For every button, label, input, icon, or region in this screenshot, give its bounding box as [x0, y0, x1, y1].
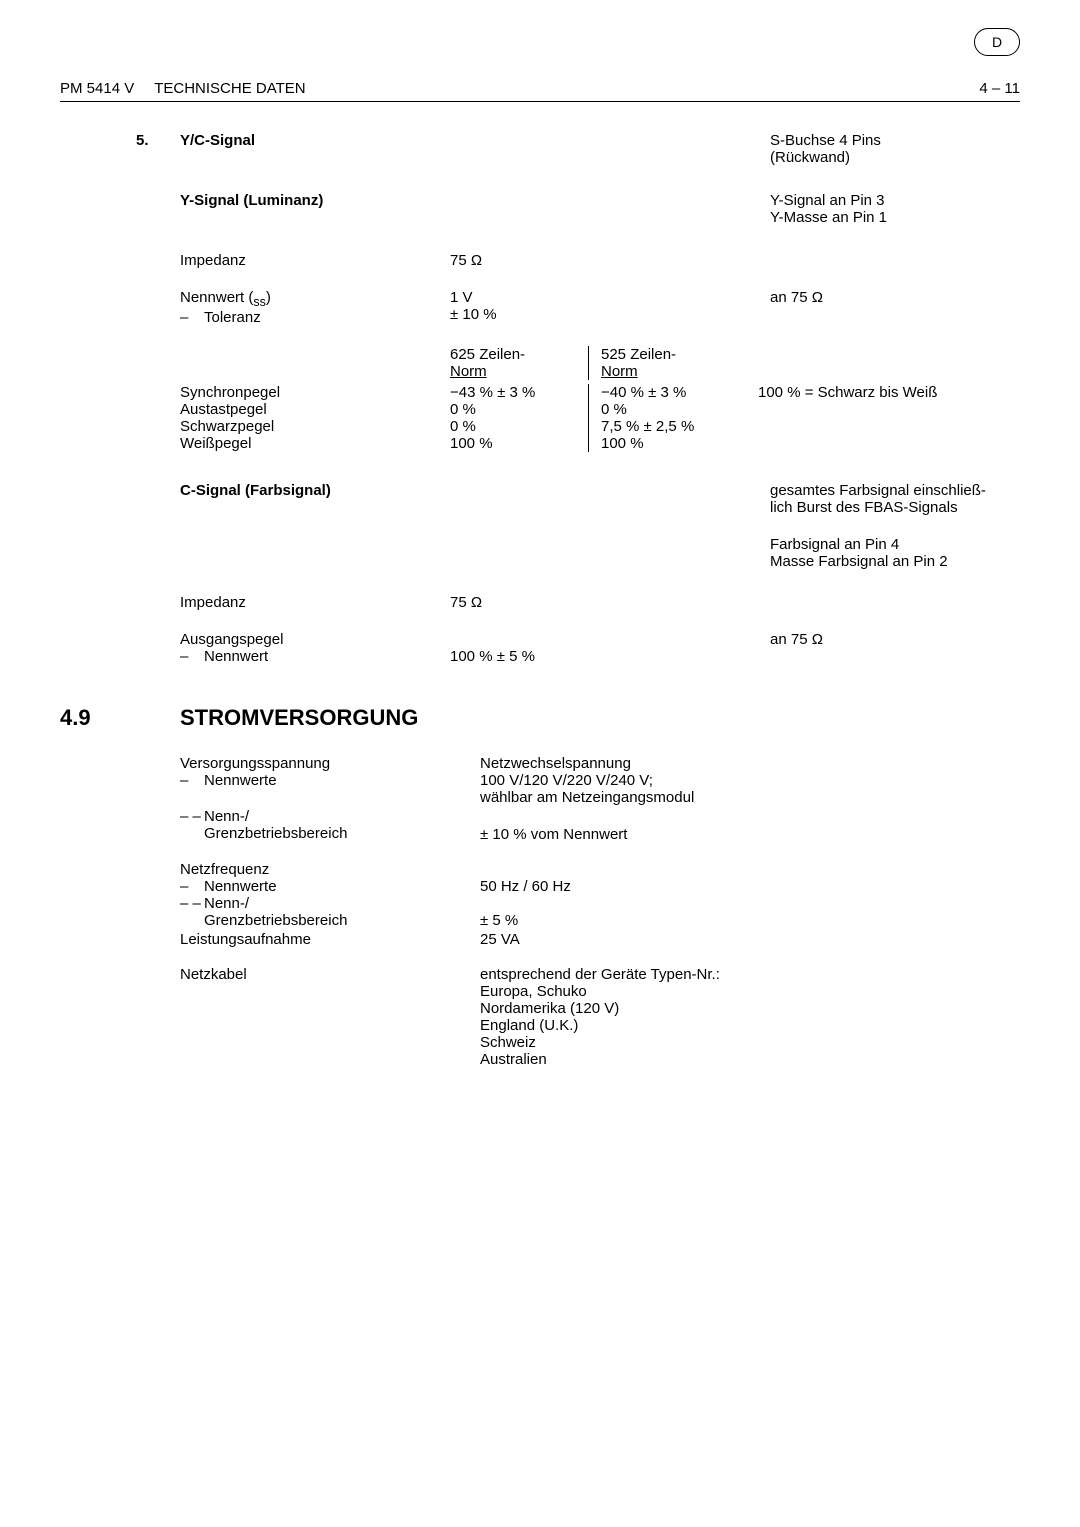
- sync-525: −40 % ± 3 %: [601, 384, 758, 401]
- white-525: 100 %: [601, 435, 758, 452]
- power-cable-label: Netzkabel: [180, 966, 480, 1068]
- y-signal-pins: Y-Signal an Pin 3 Y-Masse an Pin 1: [770, 192, 1000, 226]
- c-signal-desc: gesamtes Farbsignal einschließ- lich Bur…: [770, 482, 1000, 516]
- model-number: PM 5414 V: [60, 80, 134, 97]
- sync-note: 100 % = Schwarz bis Weiß: [758, 384, 1000, 452]
- output-nominal-value: 100 % ± 5 %: [450, 648, 600, 665]
- white-level-label: Weißpegel: [180, 435, 450, 452]
- freq-value: 50 Hz / 60 Hz: [480, 878, 1020, 895]
- section-heading: 4.9 STROMVERSORGUNG: [60, 705, 1020, 731]
- norm-625-header-l2: Norm: [450, 363, 600, 380]
- sync-level-label: Synchronpegel: [180, 384, 450, 401]
- page-number: 4 – 11: [979, 80, 1020, 97]
- impedance2-value: 75 Ω: [450, 594, 600, 611]
- norm-525-header-l1: 525 Zeilen-: [601, 346, 758, 363]
- power-consumption-label: Leistungsaufnahme: [180, 931, 480, 948]
- sync-625: −43 % ± 3 %: [450, 384, 600, 401]
- impedance-label: Impedanz: [180, 252, 450, 269]
- freq-range-l2: Grenzbetriebsbereich: [180, 912, 480, 929]
- section-number: 4.9: [60, 705, 180, 731]
- section-heading-title: STROMVERSORGUNG: [180, 705, 418, 731]
- page-header: PM 5414 V TECHNISCHE DATEN 4 – 11: [60, 80, 1020, 102]
- output-nominal-label: Nennwert: [180, 648, 450, 665]
- supply-range-value: ± 10 % vom Nennwert: [480, 808, 1020, 843]
- y-signal-title: Y-Signal (Luminanz): [180, 192, 450, 226]
- power-section: Versorgungsspannung Nennwerte Netzwechse…: [60, 755, 1020, 1068]
- nominal-load: an 75 Ω: [770, 289, 1000, 326]
- black-525: 7,5 % ± 2,5 %: [601, 418, 758, 435]
- freq-label: Netzfrequenz: [180, 861, 480, 878]
- norm-625-header-l1: 625 Zeilen-: [450, 346, 600, 363]
- output-load: an 75 Ω: [770, 631, 1000, 665]
- freq-range-l1: Nenn-/: [180, 895, 480, 912]
- c-signal-pins: Farbsignal an Pin 4 Masse Farbsignal an …: [770, 536, 1000, 570]
- nominal-label: Nennwert (ss): [180, 289, 450, 309]
- blank-level-label: Austastpegel: [180, 401, 450, 418]
- black-625: 0 %: [450, 418, 600, 435]
- supply-voltage-value: Netzwechselspannung 100 V/120 V/220 V/24…: [480, 755, 1020, 806]
- blank-525: 0 %: [601, 401, 758, 418]
- norm-525-header-l2: Norm: [601, 363, 758, 380]
- freq-nominal-label: Nennwerte: [180, 878, 480, 895]
- supply-range-l2: Grenzbetriebsbereich: [180, 825, 480, 842]
- yc-connector: S-Buchse 4 Pins (Rückwand): [770, 132, 1000, 166]
- impedance2-label: Impedanz: [180, 594, 450, 611]
- c-signal-title: C-Signal (Farbsignal): [180, 482, 450, 516]
- nominal-tolerance: ± 10 %: [450, 306, 600, 323]
- power-cable-value: entsprechend der Geräte Typen-Nr.: Europ…: [480, 966, 1020, 1068]
- freq-range-value: ± 5 %: [480, 912, 1020, 929]
- impedance-value: 75 Ω: [450, 252, 600, 269]
- supply-voltage-label: Versorgungsspannung: [180, 755, 480, 772]
- black-level-label: Schwarzpegel: [180, 418, 450, 435]
- item-number: 5.: [136, 132, 149, 149]
- supply-nominal-label: Nennwerte: [180, 772, 480, 789]
- page-badge: D: [974, 28, 1020, 56]
- tolerance-label: Toleranz: [180, 309, 450, 326]
- power-consumption-value: 25 VA: [480, 931, 1020, 948]
- supply-range-l1: Nenn-/: [180, 808, 480, 825]
- yc-signal-title: Y/C-Signal: [180, 132, 450, 166]
- blank-625: 0 %: [450, 401, 600, 418]
- white-625: 100 %: [450, 435, 600, 452]
- section-title: TECHNISCHE DATEN: [154, 80, 305, 97]
- nominal-voltage: 1 V: [450, 289, 600, 306]
- output-level-label: Ausgangspegel: [180, 631, 450, 648]
- main-content: 5. Y/C-Signal S-Buchse 4 Pins (Rückwand)…: [60, 132, 1020, 665]
